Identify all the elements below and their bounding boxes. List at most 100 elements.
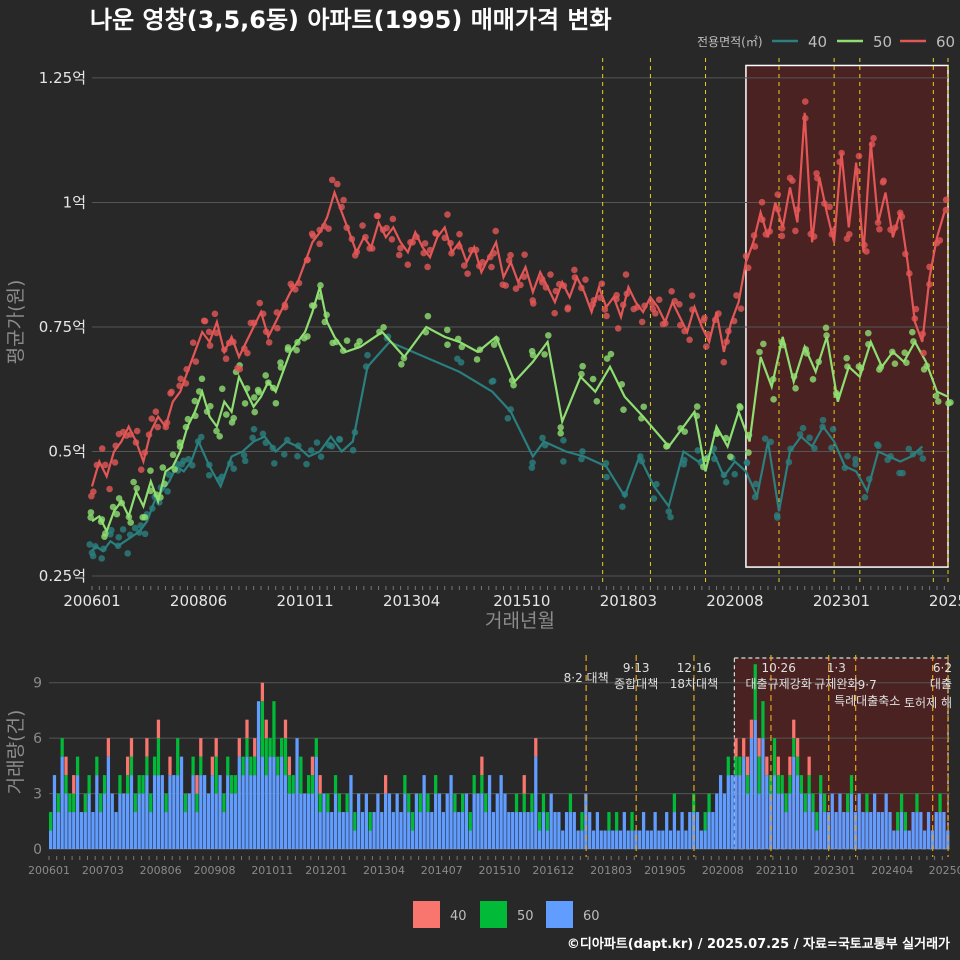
volume-bar-60 <box>788 793 792 849</box>
legend-label-60: 60 <box>936 33 955 51</box>
series-60-point <box>328 176 336 184</box>
series-40-point <box>844 452 851 460</box>
volume-bar-60 <box>876 812 881 849</box>
volume-bar-60 <box>819 793 823 849</box>
volume-bar-60 <box>942 812 946 849</box>
volume-bar-50 <box>410 812 415 831</box>
series-60-point <box>571 266 578 274</box>
volume-bar-50 <box>899 793 904 813</box>
volume-bar-60 <box>64 793 68 849</box>
volume-bar-60 <box>849 793 854 849</box>
y-tick-label: 1.25억 <box>39 69 86 87</box>
volume-bar-60 <box>799 793 804 849</box>
volume-bar-50 <box>260 701 265 757</box>
volume-bar-60 <box>672 812 677 849</box>
volume-bar-60 <box>511 812 515 849</box>
volume-bar-60 <box>861 812 865 849</box>
series-60-point <box>148 415 156 422</box>
volume-bar-60 <box>757 793 761 849</box>
volume-bar-60 <box>869 812 873 849</box>
series-60-point <box>521 251 528 258</box>
volume-bar-50 <box>538 812 542 831</box>
volume-bar-50 <box>811 793 815 813</box>
volume-bar-60 <box>630 830 634 849</box>
volume-bar-50 <box>807 775 811 794</box>
series-50-point <box>934 398 942 405</box>
volume-bar-50 <box>299 756 303 794</box>
volume-bar-50 <box>145 756 149 776</box>
y-tick-label: 0.5억 <box>48 443 86 461</box>
series-50-point <box>113 510 121 518</box>
series-40-point <box>774 514 781 521</box>
series-50-point <box>593 398 601 405</box>
volume-bar-40 <box>795 738 800 757</box>
series-60-point <box>801 98 809 105</box>
series-60-point <box>676 301 683 308</box>
volume-bar-50 <box>314 738 318 757</box>
volume-bar-60 <box>149 812 153 849</box>
volume-bar-50 <box>703 812 707 831</box>
series-50-point <box>760 340 767 348</box>
volume-bar-60 <box>880 812 884 849</box>
series-40-point <box>205 471 213 479</box>
series-40-point <box>694 447 702 454</box>
series-60-point <box>274 324 281 332</box>
series-60-point <box>192 358 200 365</box>
series-40-point <box>336 435 343 443</box>
x-tick-label: 200806 <box>170 592 227 610</box>
volume-bar-50 <box>915 793 919 813</box>
volume-bar-60 <box>241 775 245 849</box>
volume-bar-40 <box>757 738 761 757</box>
volume-bar-60 <box>688 812 692 849</box>
volume-bar-50 <box>56 793 60 813</box>
series-60-point <box>874 219 882 226</box>
volume-bar-60 <box>514 812 519 849</box>
volume-bar-60 <box>641 812 646 849</box>
volume-bar-50 <box>776 775 780 794</box>
volume-bar-50 <box>68 793 72 813</box>
volume-bar-60 <box>291 793 295 849</box>
volume-bar-50 <box>615 812 619 831</box>
volume-bar-50 <box>129 756 134 776</box>
volume-bar-40 <box>253 738 257 757</box>
volume-bar-60 <box>622 812 626 849</box>
volume-bar-40 <box>522 775 526 794</box>
volume-bar-60 <box>168 775 172 849</box>
series-40-point <box>560 436 567 444</box>
volume-bar-60 <box>122 793 126 849</box>
volume-bar-60 <box>233 793 238 849</box>
volume-x-tick-label: 202404 <box>871 864 913 877</box>
x-tick-label: 2025 <box>929 592 960 610</box>
series-60-point <box>702 343 710 350</box>
series-50-point <box>823 332 830 339</box>
series-50-point <box>250 394 258 401</box>
volume-bar-60 <box>491 812 496 849</box>
volume-bar-60 <box>280 756 284 849</box>
policy-annotation-text: 1·3 <box>827 661 846 675</box>
volume-bar-40 <box>237 738 241 757</box>
volume-bar-60 <box>765 775 769 849</box>
volume-bar-60 <box>434 793 438 849</box>
volume-bar-60 <box>645 830 650 849</box>
series-40-point <box>317 453 325 460</box>
volume-bar-50 <box>753 664 757 720</box>
volume-bar-60 <box>314 756 318 849</box>
volume-bar-60 <box>846 812 850 849</box>
series-60-point <box>614 325 622 332</box>
series-40-point <box>119 526 127 533</box>
volume-x-tick-label: 200601 <box>28 864 70 877</box>
volume-bar-60 <box>772 775 777 849</box>
series-50-point <box>101 533 108 540</box>
volume-bar-50 <box>426 793 430 813</box>
volume-bar-40 <box>534 738 538 757</box>
series-40-point <box>752 480 760 488</box>
volume-bar-40 <box>145 738 149 757</box>
volume-bar-60 <box>541 812 546 849</box>
series-60-point <box>547 271 554 278</box>
volume-bar-60 <box>268 756 272 849</box>
volume-bar-50 <box>276 756 280 776</box>
volume-x-tick-label: 201407 <box>421 864 463 877</box>
series-60-point <box>167 390 174 397</box>
series-40-point <box>743 459 751 467</box>
series-60-point <box>106 485 113 493</box>
